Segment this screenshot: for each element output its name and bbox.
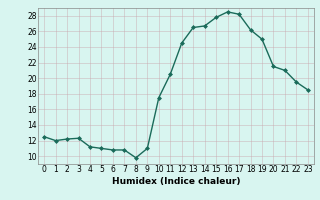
X-axis label: Humidex (Indice chaleur): Humidex (Indice chaleur): [112, 177, 240, 186]
